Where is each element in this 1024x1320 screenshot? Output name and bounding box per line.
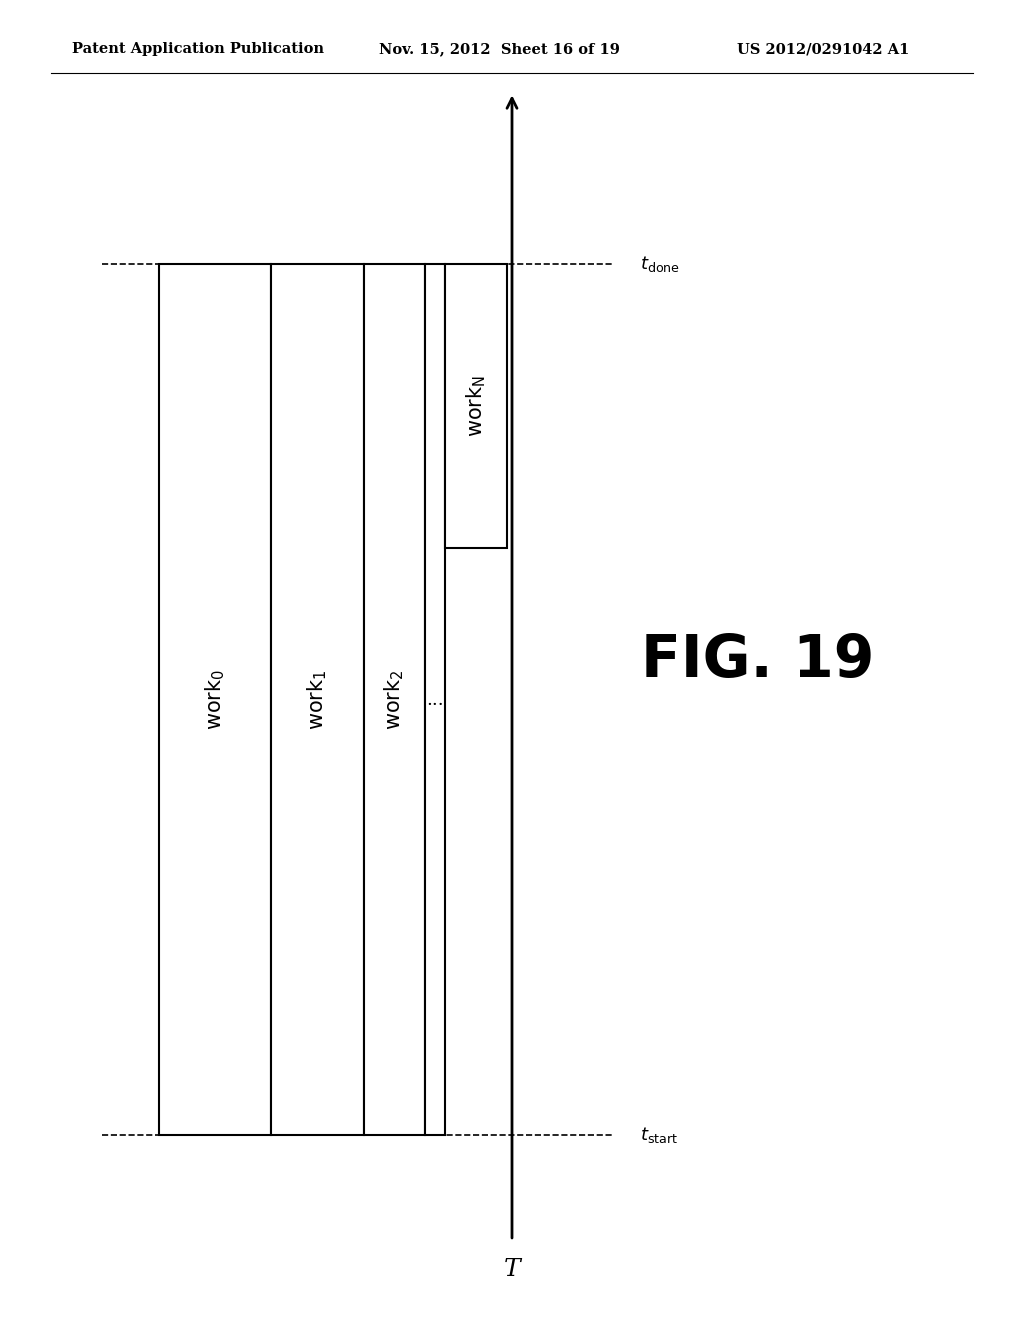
Text: $\mathrm{work}_{0}$: $\mathrm{work}_{0}$ bbox=[203, 669, 227, 730]
Text: $\mathrm{work}_{2}$: $\mathrm{work}_{2}$ bbox=[382, 669, 407, 730]
Text: US 2012/0291042 A1: US 2012/0291042 A1 bbox=[737, 42, 909, 57]
Text: $t_{\mathrm{start}}$: $t_{\mathrm{start}}$ bbox=[640, 1125, 678, 1146]
Text: $\mathrm{work}_{1}$: $\mathrm{work}_{1}$ bbox=[305, 669, 330, 730]
Bar bbox=[364, 264, 425, 1135]
Text: FIG. 19: FIG. 19 bbox=[641, 631, 874, 689]
Text: Nov. 15, 2012  Sheet 16 of 19: Nov. 15, 2012 Sheet 16 of 19 bbox=[379, 42, 620, 57]
Text: Patent Application Publication: Patent Application Publication bbox=[72, 42, 324, 57]
Text: ...: ... bbox=[426, 690, 444, 709]
Bar bbox=[271, 264, 364, 1135]
Text: T: T bbox=[504, 1258, 520, 1282]
Bar bbox=[425, 264, 445, 1135]
Bar bbox=[159, 264, 271, 1135]
Text: $t_{\mathrm{done}}$: $t_{\mathrm{done}}$ bbox=[640, 253, 680, 275]
Text: $\mathrm{work}_{\mathrm{N}}$: $\mathrm{work}_{\mathrm{N}}$ bbox=[464, 375, 488, 437]
Bar bbox=[445, 264, 507, 548]
